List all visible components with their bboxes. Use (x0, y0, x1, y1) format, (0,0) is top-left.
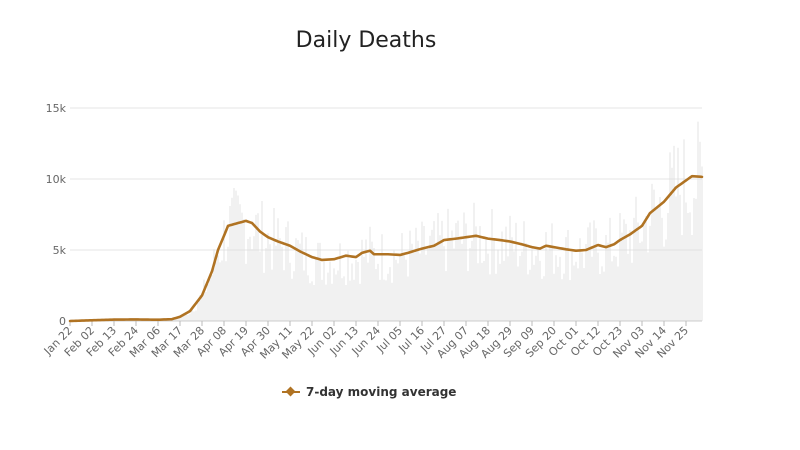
y-tick-label: 0 (59, 315, 66, 328)
data-point (597, 244, 599, 246)
y-tick-label: 5k (53, 244, 67, 257)
data-point (539, 247, 541, 250)
data-point (217, 249, 219, 251)
data-point (189, 310, 191, 312)
axes (69, 320, 702, 326)
data-point (701, 176, 703, 178)
data-point (565, 248, 567, 251)
data-point (321, 259, 323, 261)
data-point (345, 254, 347, 257)
legend-label: 7-day moving average (306, 385, 457, 399)
legend[interactable]: 7-day moving average (282, 385, 456, 399)
data-point (521, 243, 523, 246)
data-point (675, 186, 677, 189)
daily-bars (83, 121, 703, 321)
data-point (399, 254, 401, 256)
data-point (267, 236, 269, 239)
data-point (613, 243, 615, 246)
data-point (691, 175, 693, 177)
data-point (443, 239, 445, 241)
data-point (421, 247, 423, 250)
data-point (649, 212, 651, 214)
data-point (289, 244, 291, 247)
data-point (487, 237, 489, 240)
data-point (333, 258, 335, 261)
legend-marker-icon (282, 386, 300, 397)
data-point (585, 249, 587, 251)
data-point (433, 244, 435, 247)
data-point (545, 244, 547, 247)
data-point (237, 222, 239, 224)
y-axis-ticks: 0 5k 10k 15k (46, 102, 67, 328)
y-tick-label: 10k (46, 173, 67, 186)
data-point (629, 233, 631, 236)
data-point (455, 237, 457, 240)
data-point (373, 253, 375, 256)
series-layer (68, 174, 704, 323)
chart-title: Daily Deaths (295, 28, 437, 53)
data-point (619, 239, 621, 241)
data-point (553, 246, 555, 248)
data-point (299, 250, 301, 253)
data-point (135, 318, 137, 321)
data-point (201, 294, 203, 297)
data-point (575, 249, 577, 252)
data-point (211, 270, 213, 273)
data-point (641, 225, 643, 227)
data-point (685, 179, 687, 182)
data-point (311, 256, 313, 258)
data-point (387, 253, 389, 256)
data-point (223, 235, 225, 237)
data-point (157, 318, 159, 321)
data-point (361, 252, 363, 254)
data-point (251, 222, 253, 224)
data-point (605, 246, 607, 248)
moving-average-line (68, 174, 704, 323)
data-point (259, 230, 261, 233)
data-point (663, 200, 665, 203)
data-point (69, 320, 71, 322)
data-point (369, 249, 371, 252)
y-tick-label: 15k (46, 102, 67, 115)
data-point (355, 256, 357, 258)
data-point (499, 239, 501, 241)
data-point (531, 246, 533, 248)
data-point (277, 240, 279, 243)
data-point (171, 318, 173, 320)
data-point (179, 315, 181, 318)
data-point (91, 319, 93, 322)
data-point (509, 240, 511, 243)
data-point (113, 318, 115, 321)
data-point (227, 225, 229, 227)
data-point (465, 236, 467, 239)
data-point (407, 252, 409, 254)
data-point (245, 220, 247, 222)
data-point (475, 235, 477, 237)
